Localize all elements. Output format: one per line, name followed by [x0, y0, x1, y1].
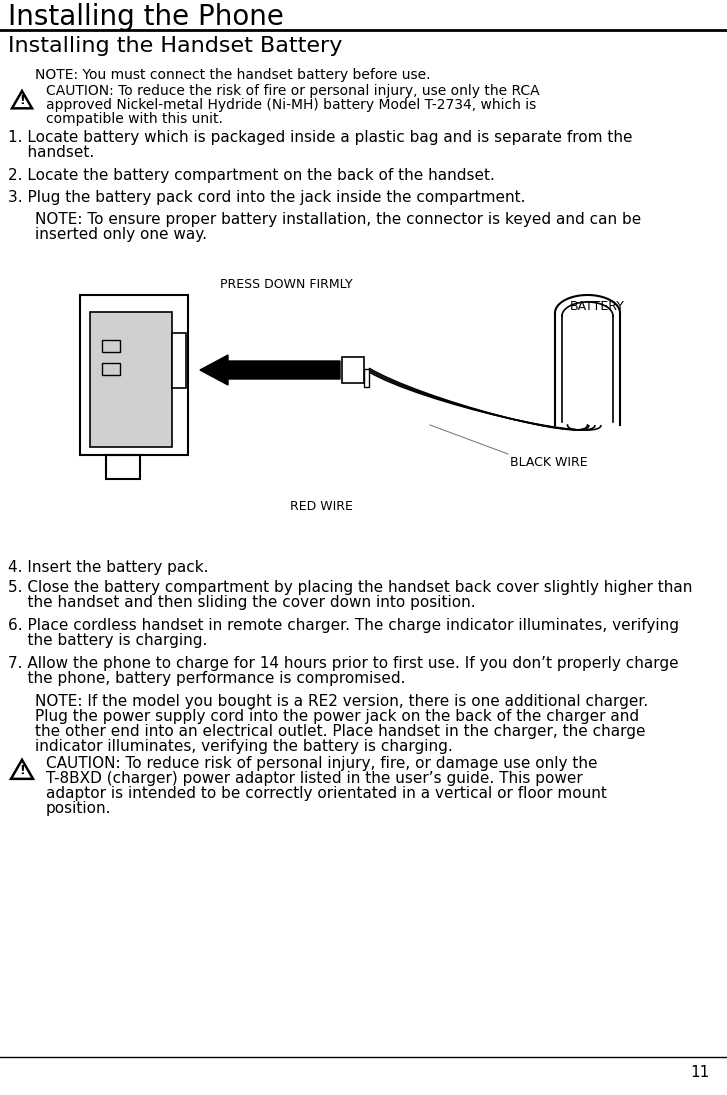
Text: indicator illuminates, verifying the battery is charging.: indicator illuminates, verifying the bat…	[35, 739, 453, 754]
Text: adaptor is intended to be correctly orientated in a vertical or floor mount: adaptor is intended to be correctly orie…	[46, 786, 607, 802]
Text: NOTE: If the model you bought is a RE2 version, there is one additional charger.: NOTE: If the model you bought is a RE2 v…	[35, 694, 648, 708]
Bar	[364, 369, 369, 387]
Text: NOTE: You must connect the handset battery before use.: NOTE: You must connect the handset batte…	[35, 68, 430, 82]
Text: the other end into an electrical outlet. Place handset in the charger, the charg: the other end into an electrical outlet.…	[35, 724, 646, 739]
Text: the phone, battery performance is compromised.: the phone, battery performance is compro…	[8, 671, 406, 685]
Bar	[172, 333, 186, 388]
Text: 2. Locate the battery compartment on the back of the handset.: 2. Locate the battery compartment on the…	[8, 168, 495, 183]
Text: T-8BXD (charger) power adaptor listed in the user’s guide. This power: T-8BXD (charger) power adaptor listed in…	[46, 771, 583, 786]
Text: !: !	[19, 94, 25, 107]
Text: Installing the Handset Battery: Installing the Handset Battery	[8, 36, 342, 56]
FancyArrow shape	[200, 355, 340, 385]
Text: RED WIRE: RED WIRE	[290, 500, 353, 512]
Text: 6. Place cordless handset in remote charger. The charge indicator illuminates, v: 6. Place cordless handset in remote char…	[8, 618, 679, 633]
Text: Installing the Phone: Installing the Phone	[8, 3, 284, 31]
Bar	[106, 456, 140, 479]
Text: approved Nickel-metal Hydride (Ni-MH) battery Model T-2734, which is: approved Nickel-metal Hydride (Ni-MH) ba…	[46, 97, 537, 112]
Text: 3. Plug the battery pack cord into the jack inside the compartment.: 3. Plug the battery pack cord into the j…	[8, 191, 526, 205]
Bar	[102, 364, 120, 374]
Text: 4. Insert the battery pack.: 4. Insert the battery pack.	[8, 560, 209, 575]
Text: BLACK WIRE: BLACK WIRE	[510, 456, 587, 469]
Text: BATTERY: BATTERY	[570, 300, 625, 313]
Text: NOTE: To ensure proper battery installation, the connector is keyed and can be: NOTE: To ensure proper battery installat…	[35, 212, 641, 227]
Text: !: !	[19, 764, 25, 777]
Bar	[90, 312, 172, 447]
Text: the handset and then sliding the cover down into position.: the handset and then sliding the cover d…	[8, 595, 475, 610]
Text: 11: 11	[691, 1065, 710, 1080]
Text: CAUTION: To reduce the risk of fire or personal injury, use only the RCA: CAUTION: To reduce the risk of fire or p…	[46, 84, 539, 97]
Text: PRESS DOWN FIRMLY: PRESS DOWN FIRMLY	[220, 278, 353, 291]
Text: 5. Close the battery compartment by placing the handset back cover slightly high: 5. Close the battery compartment by plac…	[8, 580, 692, 595]
Text: position.: position.	[46, 802, 111, 816]
Text: compatible with this unit.: compatible with this unit.	[46, 112, 223, 126]
Bar	[342, 357, 364, 383]
Bar	[80, 295, 188, 456]
Bar	[102, 341, 120, 351]
Text: 7. Allow the phone to charge for 14 hours prior to first use. If you don’t prope: 7. Allow the phone to charge for 14 hour…	[8, 656, 678, 671]
Text: the battery is charging.: the battery is charging.	[8, 633, 207, 648]
Text: inserted only one way.: inserted only one way.	[35, 227, 207, 242]
Text: Plug the power supply cord into the power jack on the back of the charger and: Plug the power supply cord into the powe…	[35, 708, 639, 724]
Text: CAUTION: To reduce risk of personal injury, fire, or damage use only the: CAUTION: To reduce risk of personal inju…	[46, 756, 598, 771]
Text: handset.: handset.	[8, 145, 95, 160]
Text: 1. Locate battery which is packaged inside a plastic bag and is separate from th: 1. Locate battery which is packaged insi…	[8, 130, 632, 145]
